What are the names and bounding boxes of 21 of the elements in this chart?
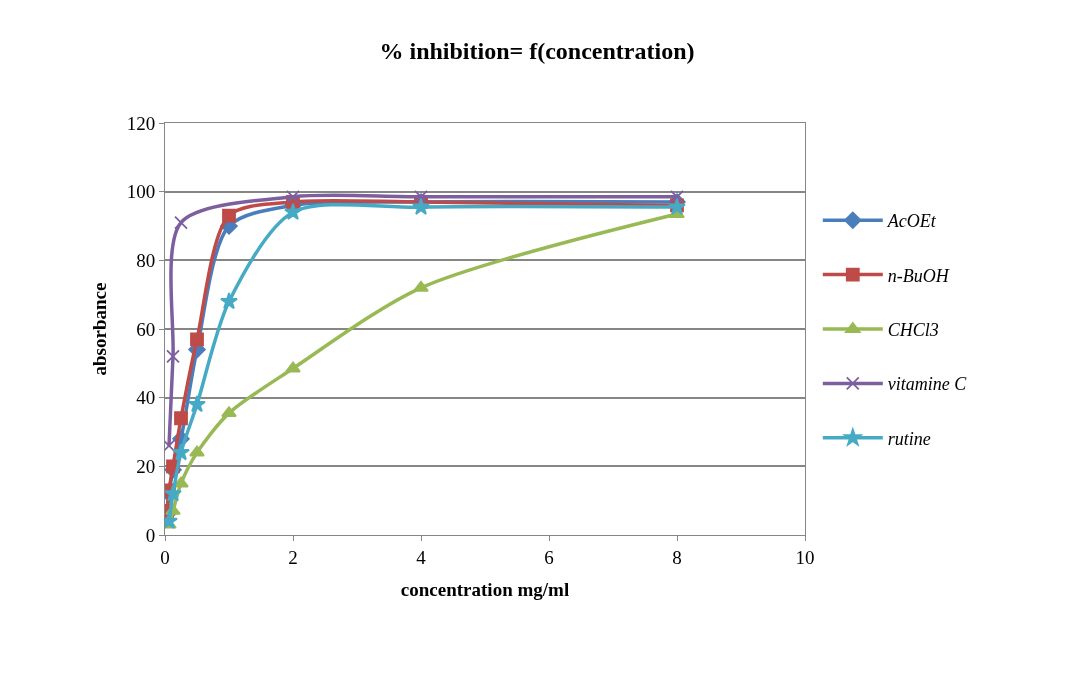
x-tick-label: 10 [795, 546, 815, 568]
y-axis-title: absorbance [88, 282, 110, 376]
x-tick-label: 0 [160, 546, 170, 568]
x-tick-label: 2 [288, 546, 298, 568]
y-tick-label: 80 [136, 249, 156, 271]
x-tick-label: 4 [416, 546, 427, 568]
y-tick-label: 100 [126, 181, 156, 203]
legend-label: rutine [887, 428, 931, 449]
x-axis-title: concentration mg/ml [400, 578, 570, 600]
y-tick-label: 0 [145, 524, 156, 546]
legend-label: n-BuOH [887, 265, 950, 286]
y-tick-label: 60 [136, 318, 156, 340]
chart-title: % inhibition= f(concentration) [379, 37, 695, 64]
x-tick-label: 6 [544, 546, 554, 568]
legend-label: CHCl3 [887, 320, 939, 341]
x-tick-label: 8 [672, 546, 682, 568]
y-tick-label: 120 [126, 112, 156, 134]
y-tick-label: 20 [136, 455, 156, 477]
legend-label: AcOEt [886, 211, 937, 232]
y-tick-label: 40 [136, 387, 156, 409]
legend-label: vitamine C [887, 374, 968, 395]
